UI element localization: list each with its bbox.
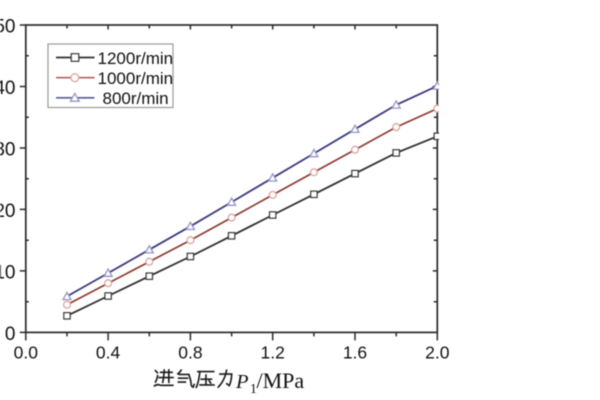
svg-text:1.6: 1.6 <box>343 342 367 362</box>
svg-text:2.0: 2.0 <box>425 342 450 362</box>
svg-text:30: 30 <box>0 139 16 160</box>
svg-text:1: 1 <box>250 381 257 396</box>
svg-text:0: 0 <box>5 324 16 345</box>
svg-text:0.8: 0.8 <box>178 342 202 362</box>
svg-text:1200r/min: 1200r/min <box>98 49 174 68</box>
svg-text:1000r/min: 1000r/min <box>98 69 174 88</box>
svg-text:0.0: 0.0 <box>14 342 39 362</box>
svg-text:40: 40 <box>0 78 16 99</box>
svg-text:0.4: 0.4 <box>96 342 121 362</box>
svg-text:P: P <box>235 371 249 393</box>
svg-text:1.2: 1.2 <box>261 342 285 362</box>
svg-text:10: 10 <box>0 262 16 283</box>
svg-text:50: 50 <box>0 16 16 37</box>
svg-text:800r/min: 800r/min <box>103 89 169 108</box>
svg-text:/MPa: /MPa <box>257 368 305 393</box>
svg-text:20: 20 <box>0 201 16 222</box>
